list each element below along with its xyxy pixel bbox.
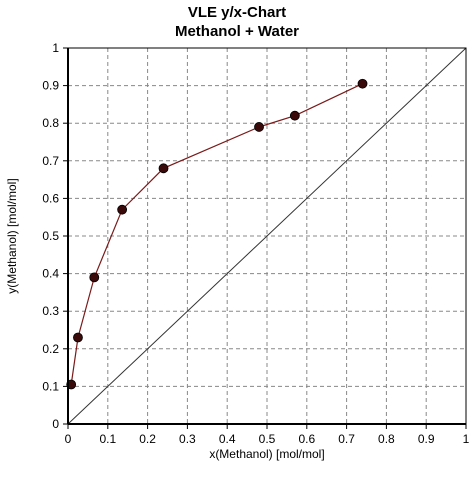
data-point	[289, 110, 300, 121]
y-tick-label: 0.2	[42, 342, 59, 356]
x-tick-label: 0.2	[139, 432, 156, 446]
data-point	[117, 204, 128, 215]
y-tick-label: 0.4	[42, 267, 59, 281]
x-tick-label: 0	[65, 432, 72, 446]
x-tick-label: 0.7	[338, 432, 355, 446]
data-point	[73, 332, 83, 343]
data-point	[89, 272, 100, 283]
y-tick-label: 0.3	[42, 304, 59, 318]
tick-labels: 0 0.1 0.2 0.3 0.4 0.5 0.6 0.7 0.8 0.9 1 0 0.1 0.2 0.3 0…	[42, 41, 469, 446]
x-tick-label: 0.1	[99, 432, 116, 446]
x-tick-label: 0.6	[298, 432, 315, 446]
series-line	[70, 83, 363, 385]
series-layer	[66, 78, 368, 390]
data-point	[357, 78, 368, 89]
y-tick-label: 0.6	[42, 191, 59, 205]
x-tick-label: 0.4	[219, 432, 236, 446]
data-point	[158, 163, 169, 174]
data-point	[254, 122, 264, 132]
x-tick-label: 0.3	[179, 432, 196, 446]
y-tick-label: 0.8	[42, 116, 59, 130]
y-tick-label: 1	[52, 41, 59, 55]
y-tick-label: 0.9	[42, 79, 59, 93]
x-tick-label: 1	[463, 432, 470, 446]
chart-subtitle: Methanol + Water	[174, 23, 300, 40]
axes	[63, 47, 467, 429]
y-tick-label: 0	[52, 417, 59, 431]
y-tick-label: 0.1	[42, 379, 59, 393]
y-axis-label: y(Methanol) [mol/mol]	[5, 178, 19, 293]
x-tick-label: 0.9	[418, 432, 435, 446]
x-axis-label: x(Methanol) [mol/mol]	[209, 447, 324, 461]
diagonal-line-segment	[67, 47, 467, 425]
chart-title: VLE y/x-Chart	[187, 4, 287, 21]
diagonal-line	[67, 47, 467, 425]
grid	[68, 48, 466, 424]
y-tick-label: 0.5	[42, 229, 59, 243]
x-tick-label: 0.5	[259, 432, 276, 446]
y-tick-label: 0.7	[42, 154, 59, 168]
x-tick-label: 0.8	[378, 432, 395, 446]
